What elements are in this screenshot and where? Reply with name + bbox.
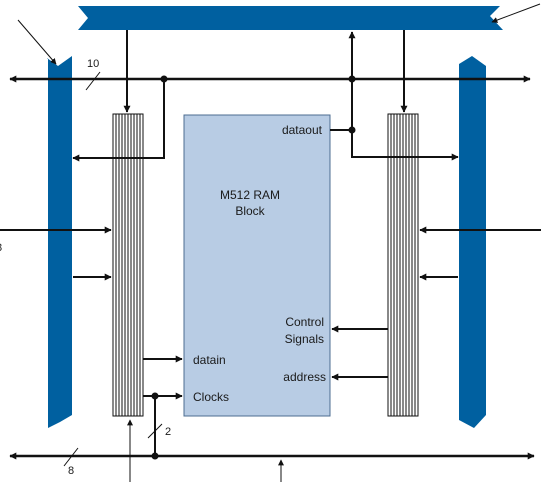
block-title-line1: M512 RAM	[220, 188, 280, 202]
left-row-interface	[112, 113, 144, 417]
m512-ram-block	[183, 114, 331, 417]
control-signals-label-line2: Signals	[285, 332, 324, 346]
block-title-line2: Block	[235, 204, 265, 218]
address-label: address	[283, 370, 326, 384]
left-cutoff-label: 8	[0, 242, 2, 254]
top-interconnect-bus	[78, 6, 503, 30]
control-signals-label-line1: Control	[285, 315, 324, 329]
junction-dot	[151, 452, 159, 460]
clock-bus-width-label: 2	[165, 426, 171, 438]
top-line-to-left-bus	[72, 79, 165, 162]
bottom-bus-width-label: 8	[68, 465, 74, 477]
bottom-bus-width-slash	[63, 447, 79, 467]
right-interconnect-bus	[459, 56, 486, 428]
clocks-label: Clocks	[193, 390, 229, 404]
pointer-arrow-top-right	[491, 3, 541, 23]
right-row-interface	[387, 113, 419, 417]
top-bus-width-slash	[85, 71, 101, 91]
pointer-arrow-top-left	[17, 19, 57, 65]
datain-label: datain	[193, 353, 226, 367]
top-bus-width-label: 10	[87, 58, 99, 70]
left-interconnect-bus	[47, 56, 72, 428]
clock-bus-width-slash	[147, 423, 163, 439]
dataout-label: dataout	[282, 123, 323, 137]
dataout-to-right-bus	[351, 130, 459, 161]
